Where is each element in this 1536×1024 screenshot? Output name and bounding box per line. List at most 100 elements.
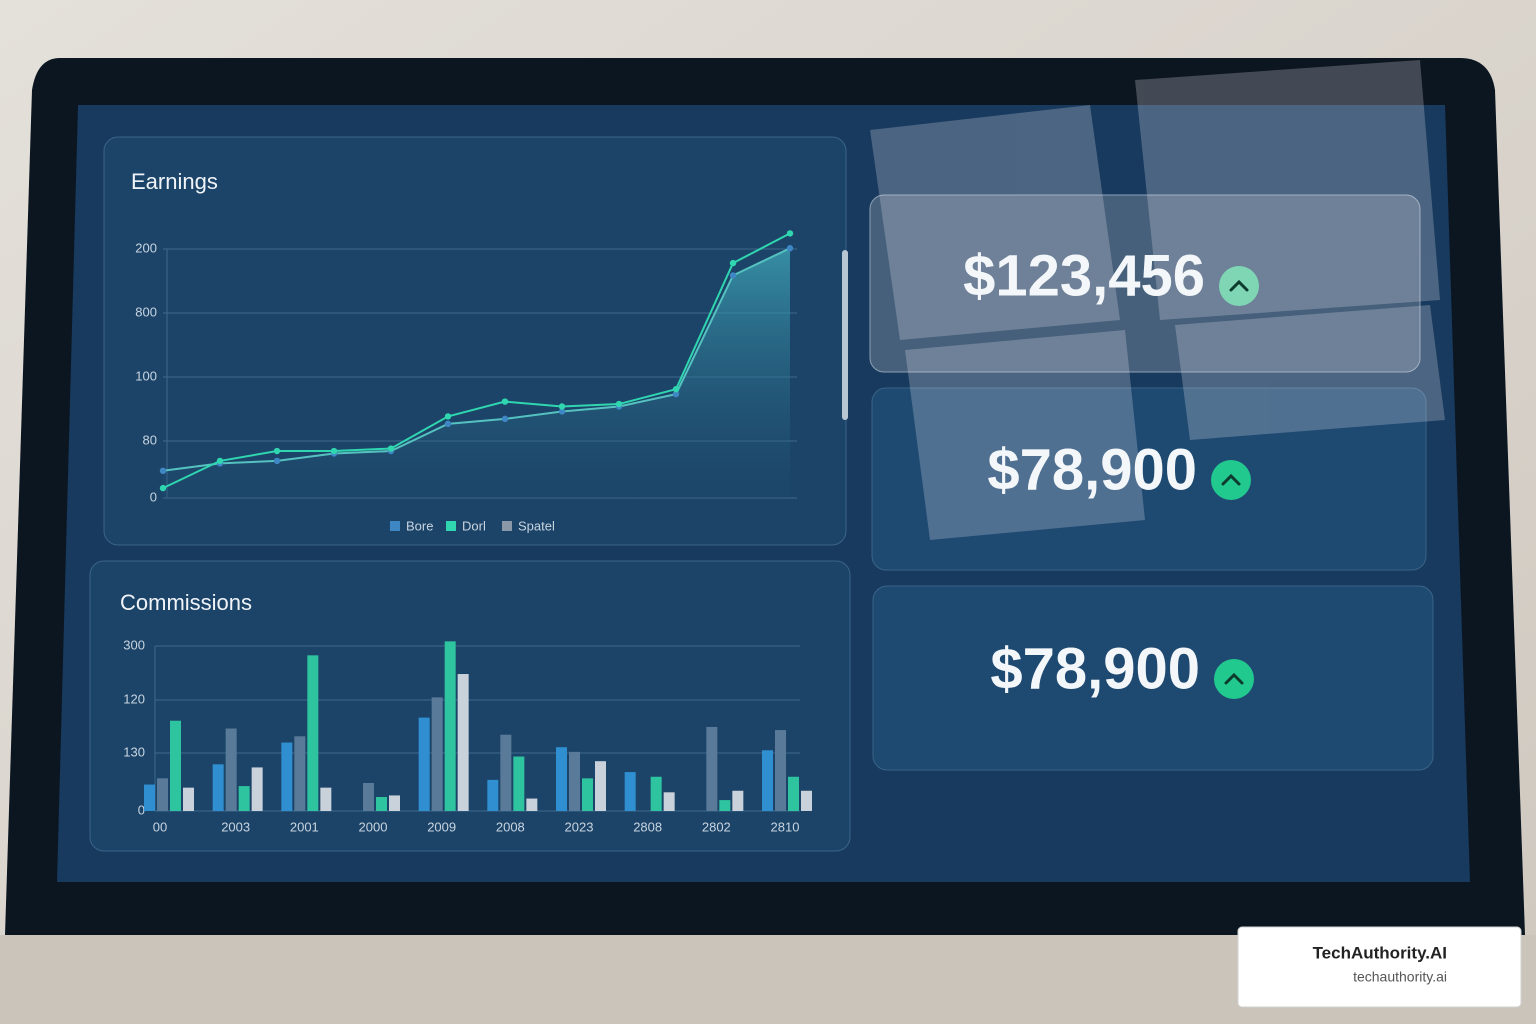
y-tick-label: 80 xyxy=(143,432,157,447)
x-tick-label: 2810 xyxy=(771,819,800,834)
bar xyxy=(569,751,580,811)
legend-label: Bore xyxy=(406,518,433,533)
bar xyxy=(144,784,155,811)
y-tick-label: 130 xyxy=(123,744,145,759)
point xyxy=(330,447,338,455)
point xyxy=(786,245,794,252)
bar xyxy=(775,730,786,811)
point xyxy=(159,484,167,492)
bar xyxy=(157,778,168,811)
legend-swatch xyxy=(502,521,512,531)
point xyxy=(501,398,509,405)
point xyxy=(216,457,224,465)
point xyxy=(729,259,737,267)
y-tick-label: 800 xyxy=(135,304,157,319)
x-tick-label: 2808 xyxy=(633,819,662,834)
scrollbar xyxy=(842,250,848,420)
trend-badge xyxy=(1219,266,1259,306)
x-tick-label: 00 xyxy=(153,819,167,834)
bar xyxy=(650,776,662,811)
y-tick-label: 0 xyxy=(138,802,145,817)
x-tick-label: 2009 xyxy=(427,819,456,834)
bar xyxy=(307,655,319,811)
point xyxy=(672,386,680,393)
bar xyxy=(595,761,606,811)
window-reflection xyxy=(870,60,1445,540)
bar xyxy=(251,767,263,811)
legend-swatch xyxy=(446,521,456,531)
chart-title: Earnings xyxy=(131,169,218,194)
bar xyxy=(170,720,181,811)
point xyxy=(444,420,452,428)
point xyxy=(729,272,737,279)
legend-label: Spatel xyxy=(518,518,555,533)
point xyxy=(786,230,794,237)
stat-card xyxy=(872,585,1434,771)
bar xyxy=(788,776,799,811)
bar xyxy=(457,674,469,811)
bar xyxy=(225,728,237,811)
trend-badge xyxy=(1214,659,1254,699)
y-tick-label: 200 xyxy=(135,240,157,255)
line xyxy=(162,247,791,472)
area xyxy=(163,248,790,498)
y-tick-label: 120 xyxy=(123,691,145,706)
watermark-box xyxy=(1237,926,1522,1008)
bar xyxy=(663,792,675,811)
point xyxy=(444,413,452,420)
bar xyxy=(389,795,400,811)
bar xyxy=(624,772,636,811)
point xyxy=(159,467,167,474)
bar xyxy=(762,750,773,811)
point xyxy=(672,390,680,398)
bar xyxy=(431,697,443,811)
y-tick-label: 100 xyxy=(135,368,157,383)
legend-label: Dorl xyxy=(462,518,486,533)
point xyxy=(273,447,281,455)
bar xyxy=(320,787,332,811)
watermark-url: techauthority.ai xyxy=(1353,969,1447,985)
line xyxy=(162,232,791,490)
bar xyxy=(706,726,718,811)
bar xyxy=(719,800,731,811)
x-tick-label: 2003 xyxy=(221,819,250,834)
trend-badge xyxy=(1211,460,1251,500)
watermark-title: TechAuthority.AI xyxy=(1313,943,1447,962)
stat-card xyxy=(871,387,1427,571)
bar xyxy=(513,756,525,811)
chart-title: Commissions xyxy=(120,590,252,615)
x-tick-label: 2023 xyxy=(565,819,594,834)
trend-arrow xyxy=(1221,473,1241,486)
bar xyxy=(732,790,744,811)
point xyxy=(501,415,509,423)
point xyxy=(387,445,395,452)
bar xyxy=(212,764,224,811)
stat-value: $78,900 xyxy=(987,437,1197,502)
stat-value: $123,456 xyxy=(963,243,1205,308)
bar xyxy=(376,796,387,811)
x-tick-label: 2000 xyxy=(359,819,388,834)
bar xyxy=(444,641,456,811)
trend-arrow xyxy=(1224,672,1244,685)
x-tick-label: 2008 xyxy=(496,819,525,834)
bar xyxy=(363,782,374,811)
bar xyxy=(294,736,306,811)
bar xyxy=(487,779,499,811)
point xyxy=(558,408,566,415)
x-tick-label: 2001 xyxy=(290,819,319,834)
stat-card xyxy=(869,194,1421,373)
bar xyxy=(556,747,567,811)
bar xyxy=(526,798,538,811)
point xyxy=(558,403,566,410)
stat-value: $78,900 xyxy=(990,636,1200,701)
y-tick-label: 0 xyxy=(150,489,157,504)
point xyxy=(273,457,281,465)
bar xyxy=(281,742,293,811)
bar xyxy=(582,778,593,811)
bar xyxy=(238,786,250,811)
bar xyxy=(801,790,812,811)
bar xyxy=(500,734,512,811)
legend-swatch xyxy=(390,521,400,531)
trend-arrow xyxy=(1229,279,1249,292)
